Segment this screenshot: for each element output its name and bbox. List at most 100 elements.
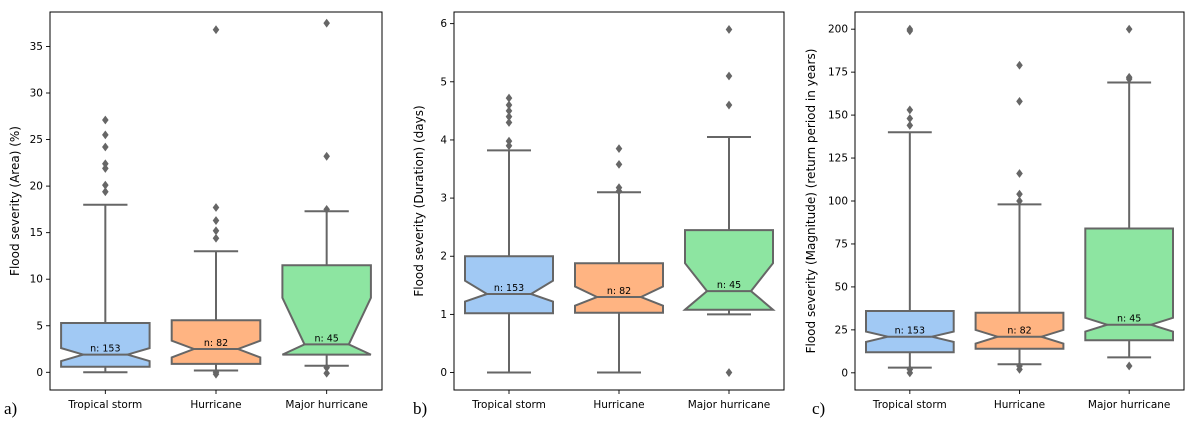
flier-point: [505, 136, 513, 146]
box-2: n: 45: [682, 25, 776, 377]
x-tick-label: Major hurricane: [1088, 399, 1171, 411]
flier-point: [725, 368, 733, 377]
flier-point: [212, 25, 220, 35]
n-label: n: 45: [314, 333, 338, 344]
box-body: [865, 310, 955, 354]
flier-point: [906, 114, 914, 123]
flier-point: [1016, 169, 1023, 178]
x-tick-label: Tropical storm: [67, 399, 142, 411]
y-tick-label: 5: [440, 76, 447, 88]
flier-point: [505, 100, 513, 110]
box-0: n: 153: [865, 24, 955, 378]
flier-point: [615, 159, 623, 169]
y-tick-label: 25: [30, 134, 43, 146]
y-tick-label: 5: [36, 320, 43, 332]
y-axis-label: Flood severity (Area) (%): [8, 126, 22, 276]
panel-1: 0 5 10 15 20 25 30 35 Flood severity (Area) (%) T…: [4, 11, 383, 418]
n-label: n: 82: [204, 338, 228, 349]
box-1: n: 82: [170, 25, 262, 379]
y-tick-label: 75: [835, 238, 848, 250]
y-axis-label: Flood severity (Magnitude) (return perio…: [804, 49, 818, 354]
box-body: [682, 229, 776, 311]
flier-point: [212, 216, 220, 225]
flier-point: [725, 25, 733, 34]
flier-point: [323, 204, 330, 214]
flier-point: [505, 118, 513, 127]
flier-point: [102, 142, 109, 152]
flier-point: [505, 93, 513, 103]
y-tick-label: 125: [828, 153, 848, 165]
flier-point: [1016, 60, 1023, 70]
y-tick-label: 100: [828, 196, 848, 208]
flier-point: [102, 164, 109, 173]
n-label: n: 45: [717, 280, 741, 291]
axes-frame: [49, 11, 383, 391]
flier-point: [1016, 196, 1023, 206]
flier-point: [323, 18, 330, 28]
flier-point: [906, 105, 914, 115]
y-tick-label: 30: [30, 88, 43, 100]
flier-point: [323, 368, 330, 378]
box-1: n: 82: [974, 60, 1065, 374]
panel-label: b): [413, 399, 427, 418]
flier-point: [906, 364, 914, 374]
flier-point: [906, 24, 914, 34]
box-0: n: 153: [60, 115, 151, 374]
n-label: n: 153: [895, 326, 925, 337]
flier-point: [212, 233, 220, 243]
box-body: [974, 311, 1065, 350]
y-tick-label: 0: [440, 367, 447, 379]
box-body: [464, 255, 554, 315]
box-body: [60, 322, 151, 368]
x-tick-label: Tropical storm: [471, 399, 546, 411]
panel-3: 0 25 50 75 100 125 150 175 200 Flood severity (Ma…: [804, 11, 1185, 418]
flier-point: [615, 144, 623, 154]
box-2: n: 45: [1084, 24, 1174, 371]
flier-point: [212, 203, 220, 212]
box-body: [574, 262, 664, 314]
flier-point: [102, 187, 109, 197]
flier-point: [725, 71, 733, 81]
y-tick-label: 175: [828, 67, 848, 79]
n-label: n: 45: [1117, 314, 1141, 325]
flier-point: [102, 115, 109, 125]
n-label: n: 153: [90, 344, 120, 355]
flier-point: [906, 121, 914, 130]
box-body: [170, 319, 262, 365]
x-tick-label: Tropical storm: [872, 399, 947, 411]
y-tick-label: 200: [828, 24, 848, 36]
y-tick-label: 150: [828, 110, 848, 122]
n-label: n: 153: [494, 283, 524, 294]
axes-frame: [854, 11, 1185, 391]
n-label: n: 82: [1007, 326, 1031, 337]
y-tick-label: 10: [30, 274, 43, 286]
flier-point: [212, 226, 220, 236]
flier-point: [102, 130, 109, 140]
n-label: n: 82: [607, 286, 631, 297]
flier-point: [505, 112, 513, 122]
panel-label: c): [812, 399, 825, 418]
panel-label: a): [4, 399, 17, 418]
y-tick-label: 15: [30, 227, 43, 239]
flier-point: [615, 183, 623, 193]
x-tick-label: Hurricane: [190, 399, 241, 411]
flier-point: [212, 367, 220, 377]
axes-frame: [453, 11, 785, 391]
box-0: n: 153: [464, 93, 554, 374]
box-body: [1084, 227, 1174, 342]
flier-point: [323, 151, 330, 161]
y-tick-label: 25: [835, 324, 848, 336]
y-tick-label: 2: [440, 251, 447, 263]
flier-point: [505, 141, 513, 151]
panel-2: 0 1 2 3 4 5 6 Flood severity (Duration) (days) T…: [412, 11, 785, 418]
y-tick-label: 35: [30, 41, 43, 53]
box-body: [281, 264, 372, 356]
box-2: n: 45: [281, 18, 372, 378]
y-tick-label: 4: [440, 134, 447, 146]
flier-point: [1125, 24, 1133, 34]
flier-point: [1125, 361, 1133, 371]
x-tick-label: Major hurricane: [285, 399, 368, 411]
y-tick-label: 1: [440, 309, 447, 321]
y-tick-label: 20: [30, 181, 43, 193]
